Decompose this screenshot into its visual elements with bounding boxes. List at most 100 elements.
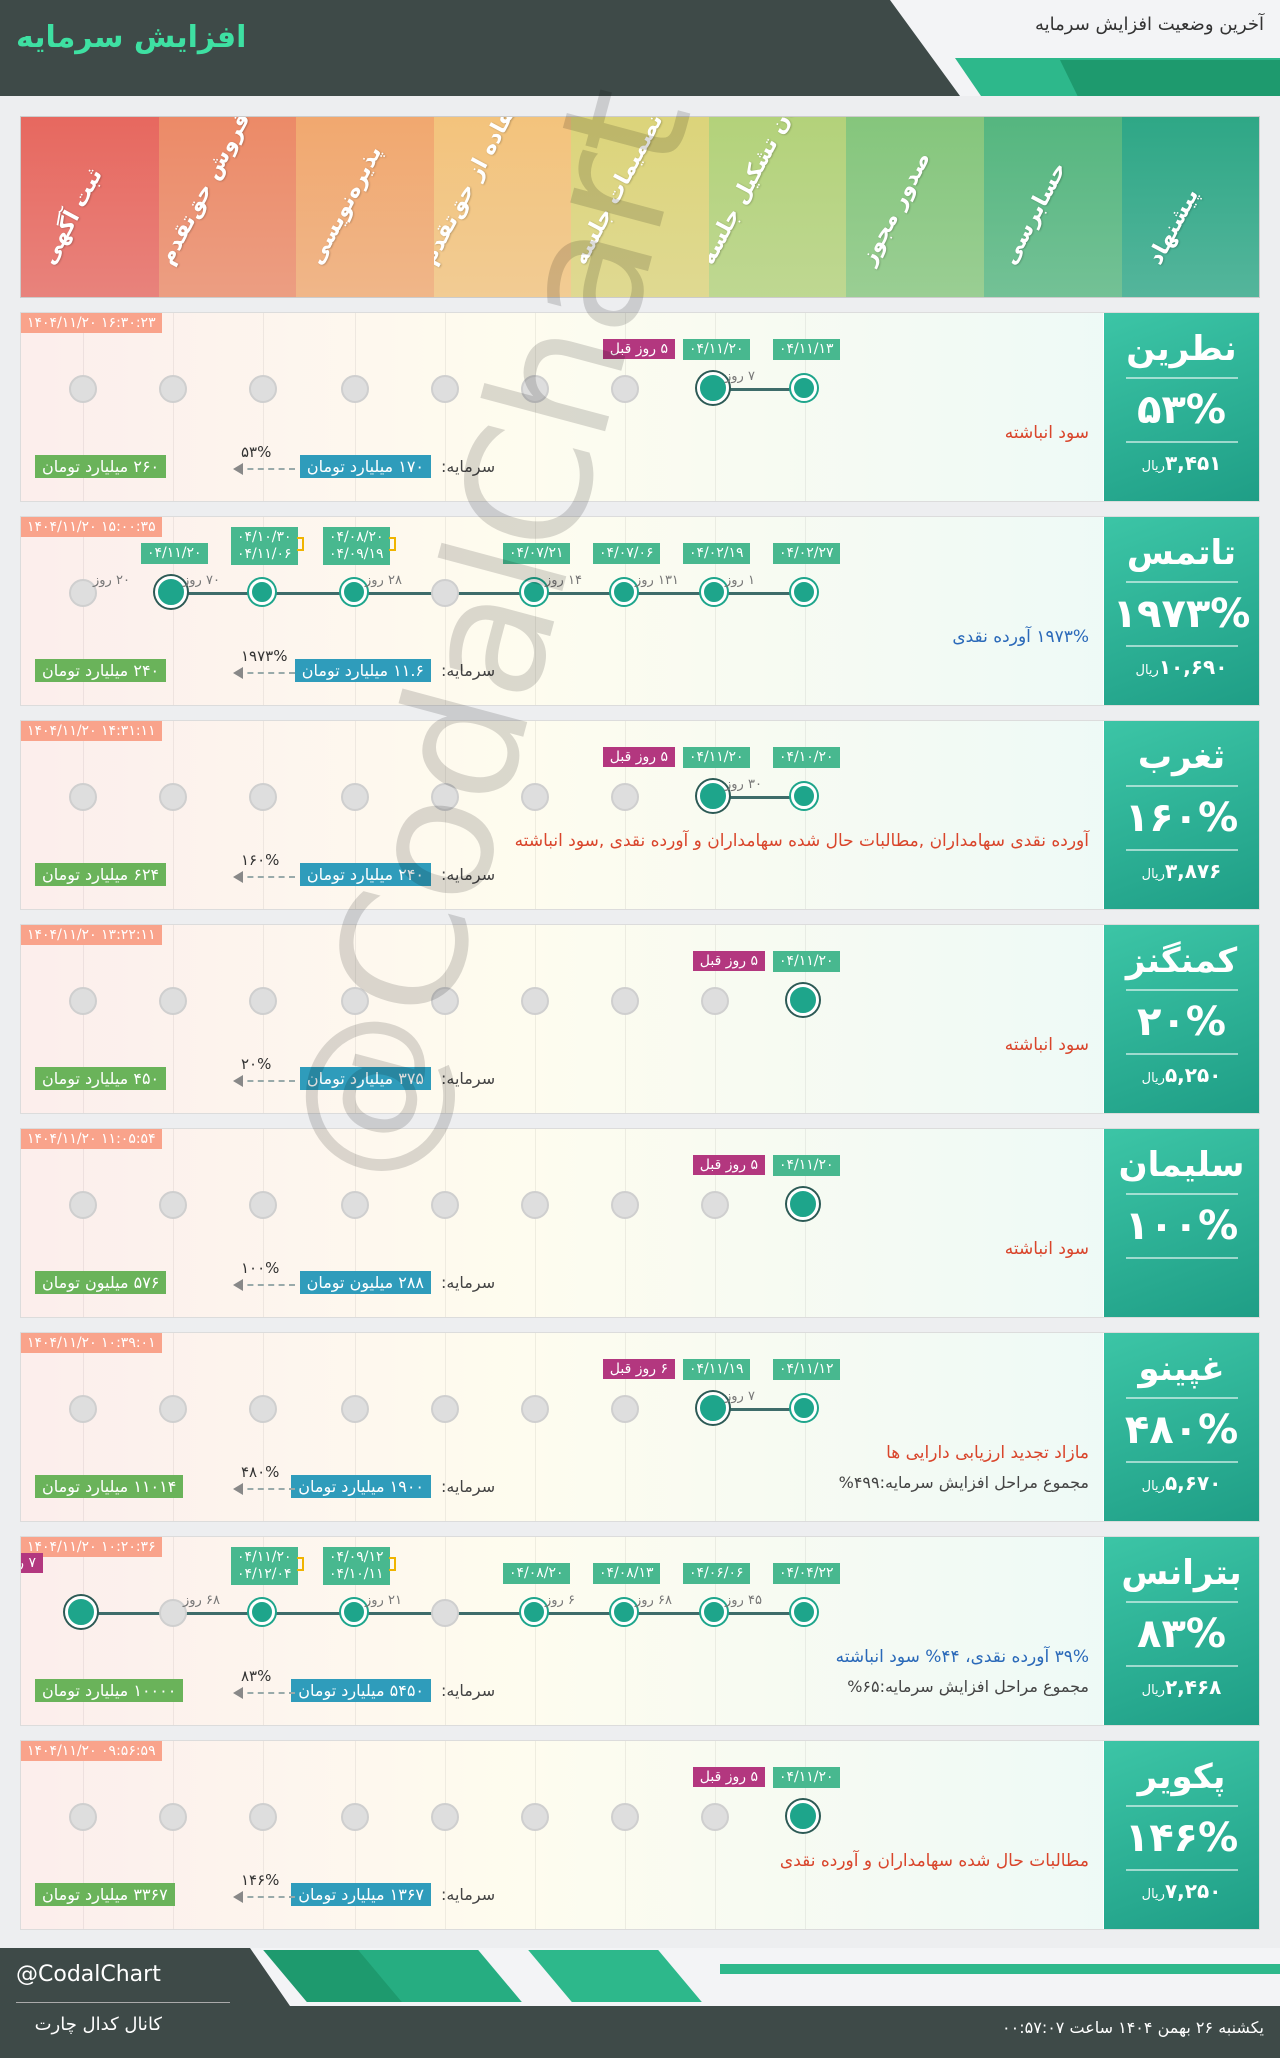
stage-dot-pending [611,987,639,1015]
symbol-name[interactable]: بترانس [1121,1553,1242,1593]
stage-dot-current[interactable] [155,576,187,608]
stage-dot-done[interactable] [701,579,727,605]
stage-dot-done[interactable] [249,1599,275,1625]
grid-line [355,1333,356,1521]
footer-line [720,1964,1280,1974]
stage-dot-current[interactable] [697,372,729,404]
stage-dot-done[interactable] [341,1599,367,1625]
stage-dot-done[interactable] [249,579,275,605]
symbol-name[interactable]: ثغرب [1137,737,1226,777]
stage-dot-pending [521,1395,549,1423]
duration-label: ۷ روز [725,1389,755,1404]
symbol-panel[interactable]: سلیمان ۱۰۰% [1104,1129,1259,1317]
stage-dot-pending [611,1191,639,1219]
stage-dot-pending [611,1395,639,1423]
update-timestamp: ۱۴۰۴/۱۱/۲۰ ۱۰:۲۰:۳۶ [21,1537,162,1557]
grid-line [535,1129,536,1317]
growth-percent: ۴۸۰% [241,1463,280,1481]
symbol-name[interactable]: پکویر [1137,1757,1226,1797]
increase-percent: ۴۸۰% [1124,1407,1239,1453]
capital-label: سرمایه: [441,1681,496,1700]
capital-label: سرمایه: [441,1069,496,1088]
grid-line [83,517,84,705]
stage-dot-done[interactable] [701,1599,727,1625]
grid-line [173,313,174,501]
stage-dot-pending [431,1803,459,1831]
stage-dot-done[interactable] [791,1395,817,1421]
price-unit: ریال [1135,663,1159,678]
grid-line [173,1333,174,1521]
stage-dot-current[interactable] [697,1392,729,1424]
symbol-panel[interactable]: تاتمس ۱۹۷۳% ۱۰,۶۹۰ریال [1104,517,1259,705]
stage-dot-pending [341,1191,369,1219]
symbol-panel[interactable]: ثغرب ۱۶۰% ۳,۸۷۶ریال [1104,721,1259,909]
stage-dot-pending [341,375,369,403]
stage-dot-done[interactable] [791,579,817,605]
symbol-name[interactable]: تاتمس [1126,533,1237,573]
stage-dot-pending [431,1191,459,1219]
channel-name[interactable]: کانال کدال چارت [34,2014,162,2035]
symbol-panel[interactable]: پکویر ۱۴۶% ۷,۲۵۰ریال [1104,1741,1259,1929]
grid-line [173,517,174,705]
symbol-name[interactable]: کمنگنز [1125,941,1238,981]
stage-dot-done[interactable] [341,579,367,605]
symbol-name[interactable]: نطرین [1126,329,1237,369]
stage-dot-pending [431,783,459,811]
cumulative-increase: مجموع مراحل افزایش سرمایه:۴۹۹% [838,1473,1089,1492]
new-capital: ۶۲۴ میلیارد تومان [35,863,167,886]
stage-dot-done[interactable] [791,375,817,401]
footer-divider [16,2002,230,2003]
timeline-track [173,592,805,595]
company-row: ۱۴۰۴/۱۱/۲۰ ۱۰:۲۰:۳۶ بترانس ۸۳% ۲,۴۶۸ریال ۰۴/… [20,1536,1260,1726]
duration-label: ۲۰ روز [93,573,130,588]
stage-dot-pending [341,783,369,811]
share-price: ۳,۸۷۶ریال [1104,859,1259,883]
symbol-name[interactable]: سلیمان [1118,1145,1245,1185]
symbol-panel[interactable]: بترانس ۸۳% ۲,۴۶۸ریال [1104,1537,1259,1725]
stage-dot-done[interactable] [791,1599,817,1625]
new-capital: ۱۰۰۰۰ میلیارد تومان [35,1679,184,1702]
stage-date-label: ۰۴/۱۰/۳۰ ۰۴/۱۱/۰۶ [231,527,298,565]
stage-dot-done[interactable] [521,1599,547,1625]
stage-label: حسابرسی [996,158,1072,269]
duration-label: ۲۸ روز [365,573,402,588]
stage-dot-done[interactable] [521,579,547,605]
channel-handle[interactable]: @CodalChart [16,1962,161,1987]
grid-line [263,1537,264,1725]
new-capital: ۱۱۰۱۴ میلیارد تومان [35,1475,184,1498]
symbol-name[interactable]: غپینو [1138,1349,1225,1389]
stage-dot-pending [69,1191,97,1219]
stage-date-label: ۰۴/۱۱/۱۳ [773,339,840,360]
stage-dot-pending [249,1191,277,1219]
stage-dot-pending [69,1803,97,1831]
grid-line [355,925,356,1113]
grid-line [83,1537,84,1725]
current-capital: ۵۴۵۰ میلیارد تومان [291,1679,431,1702]
arrow-icon [233,667,295,679]
stage-dot-current[interactable] [787,1188,819,1220]
stage-dot-done[interactable] [611,579,637,605]
stage-dot-done[interactable] [611,1599,637,1625]
stage-date: ۰۴/۱۰/۲۰ [779,749,834,765]
symbol-panel[interactable]: کمنگنز ۲۰% ۵,۲۵۰ریال [1104,925,1259,1113]
increase-percent: ۱۶۰% [1124,795,1239,841]
stage-dot-current[interactable] [697,780,729,812]
stage-date: ۰۴/۱۱/۲۰ [689,749,744,765]
elapsed-badge: ۶ روز قبل [602,1359,675,1379]
current-capital: ۱۱.۶ میلیارد تومان [294,659,431,682]
new-capital: ۴۵۰ میلیارد تومان [35,1067,167,1090]
stage-dot-current[interactable] [65,1596,97,1628]
stage-dot-current[interactable] [787,984,819,1016]
grid-line [805,1129,806,1317]
stage-dot-pending [249,1395,277,1423]
grid-line [263,517,264,705]
symbol-panel[interactable]: غپینو ۴۸۰% ۵,۶۷۰ریال [1104,1333,1259,1521]
stage-date: ۰۴/۰۹/۱۲ [329,1549,384,1565]
stage-dot-done[interactable] [791,783,817,809]
grid-line [355,1129,356,1317]
symbol-panel[interactable]: نطرین ۵۳% ۳,۴۵۱ریال [1104,313,1259,501]
arrow-icon [233,1891,295,1903]
stage-date-label: ۰۴/۱۰/۲۰ [773,747,840,768]
stage-dot-current[interactable] [787,1800,819,1832]
capital-source: مطالبات حال شده سهامداران و آورده نقدی [779,1851,1089,1871]
